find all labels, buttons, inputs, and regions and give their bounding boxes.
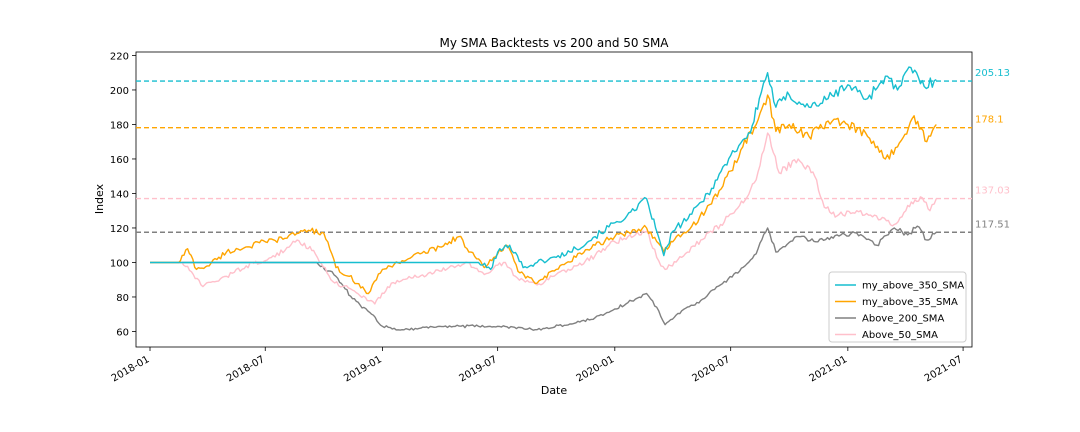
- final-value-label-Above_50_SMA: 137.03: [975, 186, 1010, 197]
- y-tick-label: 60: [116, 327, 129, 338]
- legend-box: [828, 271, 967, 343]
- final-value-label-my_above_35_SMA: 178.1: [975, 115, 1004, 126]
- x-tick-label: 2018-07: [225, 354, 267, 384]
- y-tick-label: 180: [110, 120, 129, 131]
- final-value-label-my_above_350_SMA: 205.13: [975, 68, 1010, 79]
- y-tick-label: 80: [116, 293, 129, 304]
- legend-label-my_above_350_SMA: my_above_350_SMA: [862, 281, 964, 292]
- x-tick-label: 2020-01: [575, 354, 617, 384]
- series-line-my_above_35_SMA: [150, 94, 937, 295]
- x-tick-label: 2019-01: [342, 354, 384, 384]
- y-tick-label: 140: [110, 189, 129, 200]
- legend-label-my_above_35_SMA: my_above_35_SMA: [862, 297, 958, 308]
- legend-label-Above_50_SMA: Above_50_SMA: [862, 330, 938, 341]
- chart-title: My SMA Backtests vs 200 and 50 SMA: [439, 36, 669, 50]
- x-tick-label: 2019-07: [457, 354, 499, 384]
- x-tick-label: 2020-07: [690, 354, 732, 384]
- x-axis-label: Date: [541, 384, 568, 397]
- x-tick-label: 2021-07: [923, 354, 965, 384]
- series-line-Above_50_SMA: [150, 132, 937, 305]
- series-line-my_above_350_SMA: [150, 66, 937, 271]
- y-axis-label: Index: [93, 183, 106, 214]
- y-tick-label: 200: [110, 86, 129, 97]
- plot-area: 60 80 100 120 140 160 180 200 220 2018-01 2018-07 2…: [110, 51, 1010, 384]
- plot-frame: [135, 51, 973, 348]
- y-tick-label: 220: [110, 51, 129, 62]
- legend-label-Above_200_SMA: Above_200_SMA: [862, 314, 944, 325]
- y-tick-label: 100: [110, 258, 129, 269]
- y-tick-label: 160: [110, 155, 129, 166]
- x-tick-label: 2021-01: [808, 354, 850, 384]
- y-tick-label: 120: [110, 224, 129, 235]
- x-tick-label: 2018-01: [110, 354, 152, 384]
- final-value-label-Above_200_SMA: 117.51: [975, 219, 1010, 230]
